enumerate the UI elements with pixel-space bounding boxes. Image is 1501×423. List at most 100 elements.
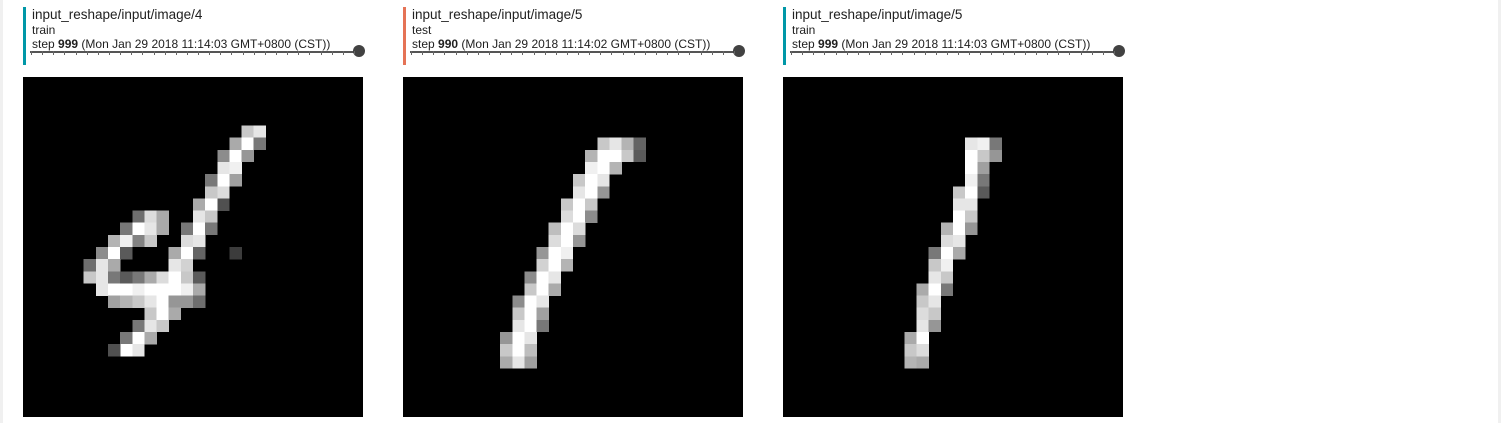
image-pixel xyxy=(83,271,97,284)
step-slider[interactable] xyxy=(30,45,365,57)
image-pixel xyxy=(953,247,966,260)
slider-tick xyxy=(633,51,635,55)
slider-track[interactable] xyxy=(410,51,739,53)
mnist-image xyxy=(783,77,1123,417)
image-pixel xyxy=(524,356,537,369)
step-slider[interactable] xyxy=(410,45,745,57)
step-label: step xyxy=(32,37,55,51)
image-pixel xyxy=(548,234,562,248)
slider-track[interactable] xyxy=(790,51,1119,53)
step-label: step xyxy=(792,37,815,51)
slider-tick xyxy=(320,51,322,55)
image-pixel xyxy=(904,332,917,345)
image-pixel xyxy=(585,198,598,211)
panel-border-left xyxy=(0,0,3,423)
image-pixel xyxy=(916,356,929,369)
image-pixel xyxy=(229,162,242,175)
slider-tick xyxy=(689,51,691,55)
image-pixel xyxy=(205,210,218,223)
image-pixel xyxy=(560,247,574,260)
image-pixel xyxy=(928,271,942,284)
slider-tick xyxy=(276,51,278,55)
slider-knob[interactable] xyxy=(733,45,745,57)
step-slider[interactable] xyxy=(790,45,1125,57)
image-card-1: input_reshape/input/image/4 train step 9… xyxy=(23,0,368,423)
image-pixel xyxy=(536,247,549,260)
image-pixel xyxy=(217,198,230,211)
image-pixel xyxy=(928,259,942,272)
image-pixel xyxy=(180,283,194,296)
slider-tick xyxy=(935,51,937,55)
slider-tick xyxy=(331,51,333,55)
image-pixel xyxy=(193,222,206,236)
image-pixel xyxy=(144,222,157,236)
image-pixel xyxy=(524,332,537,345)
image-pixel xyxy=(928,307,942,321)
tag-name: input_reshape/input/image/5 xyxy=(792,7,963,22)
mnist-pixels xyxy=(83,125,267,357)
image-card-3: input_reshape/input/image/5 train step 9… xyxy=(783,0,1128,423)
image-pixel xyxy=(205,222,218,236)
slider-knob[interactable] xyxy=(353,45,365,57)
image-pixel xyxy=(144,210,157,223)
image-pixel xyxy=(585,149,598,163)
slider-tick xyxy=(153,51,155,55)
slider-tick xyxy=(891,51,893,55)
slider-tick xyxy=(444,51,446,55)
slider-knob[interactable] xyxy=(1113,45,1125,57)
image-pixel xyxy=(229,137,242,151)
image-pixel xyxy=(621,137,634,151)
image-pixel xyxy=(965,137,978,151)
image-pixel xyxy=(573,234,586,248)
mnist-image xyxy=(23,77,363,417)
slider-tick xyxy=(802,51,804,55)
slider-tick xyxy=(566,51,568,55)
slider-tick xyxy=(209,51,211,55)
image-pixel xyxy=(597,162,610,175)
slider-tick xyxy=(678,51,680,55)
image-pixel xyxy=(193,283,206,296)
slider-tick xyxy=(1069,51,1071,55)
step-info: step 990 (Mon Jan 29 2018 11:14:02 GMT+0… xyxy=(412,37,748,51)
image-pixel xyxy=(524,307,537,321)
image-pixel xyxy=(904,344,917,357)
image-pixel xyxy=(193,234,206,248)
image-pixel xyxy=(928,283,942,296)
image-pixel xyxy=(500,332,513,345)
slider-tick xyxy=(422,51,424,55)
image-pixel xyxy=(168,283,182,296)
slider-tick xyxy=(857,51,859,55)
image-pixel xyxy=(940,247,954,260)
slider-tick xyxy=(622,51,624,55)
image-pixel xyxy=(633,149,647,163)
image-pixel xyxy=(916,295,929,308)
slider-tick xyxy=(42,51,44,55)
slider-tick xyxy=(342,51,344,55)
slider-tick xyxy=(600,51,602,55)
slider-tick xyxy=(1058,51,1060,55)
image-pixel xyxy=(536,295,549,308)
slider-tick xyxy=(924,51,926,55)
slider-tick xyxy=(411,51,412,55)
slider-tick xyxy=(108,51,110,55)
image-pixel xyxy=(953,186,966,199)
image-pixel xyxy=(217,149,230,163)
image-pixel xyxy=(132,283,145,296)
image-pixel xyxy=(229,174,242,187)
image-pixel xyxy=(95,283,109,296)
image-pixel xyxy=(132,344,145,357)
image-pixel xyxy=(548,283,562,296)
slider-tick xyxy=(656,51,658,55)
image-pixel xyxy=(940,222,954,236)
slider-tick xyxy=(298,51,300,55)
image-pixel xyxy=(560,259,574,272)
slider-track[interactable] xyxy=(30,51,359,53)
image-pixel xyxy=(904,356,917,369)
slider-tick xyxy=(902,51,904,55)
image-pixel xyxy=(536,259,549,272)
image-pixel xyxy=(965,149,978,163)
slider-tick xyxy=(1002,51,1004,55)
image-pixel xyxy=(144,283,157,296)
image-pixel xyxy=(953,210,966,223)
slider-tick xyxy=(611,51,613,55)
